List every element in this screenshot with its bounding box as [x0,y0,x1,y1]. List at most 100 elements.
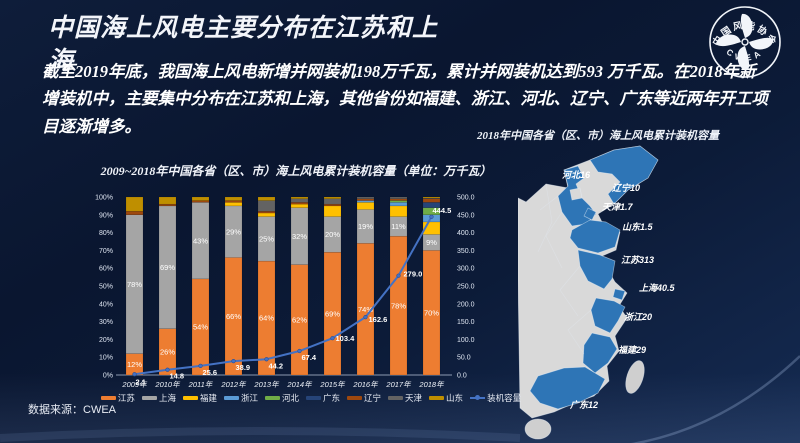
bar-segment-label: 54% [193,323,208,332]
line-value-label: 2.1 [136,377,146,386]
y-left-tick: 100% [95,195,113,202]
line-marker [396,273,401,278]
line-value-label: 444.5 [433,206,452,215]
x-axis-label: 2011年 [188,380,214,389]
y-right-tick: 50.0 [457,355,471,362]
line-value-label: 162.6 [369,315,388,324]
bar-segment [191,200,210,203]
map-title: 2018年中国各省（区、市）海上风电累计装机容量 [477,130,719,142]
logo-ring [709,6,781,78]
bar-segment [389,198,408,201]
bar-segment-label: 78% [391,301,406,310]
body-text: 截至2019年底，我国海上风电新增并网装机198万千瓦，累计并网装机达到593 … [42,62,768,136]
legend-label: 江苏 [117,393,135,403]
bar-segment [224,202,243,207]
legend-swatch [264,396,280,400]
y-left-tick: 90% [99,212,113,219]
data-source: 数据来源：CWEA [28,404,116,416]
bar-segment-label: 69% [160,263,175,272]
bar-segment [257,211,276,214]
bar-segment-label: 66% [226,312,241,321]
x-axis-label: 2018年 [418,380,445,389]
bar-segment [290,203,309,208]
y-right-tick: 300.0 [457,266,475,273]
line-value-label: 44.2 [269,361,284,370]
line-value-label: 38.9 [236,363,251,372]
line-marker [231,359,236,364]
capacity-line [134,216,433,376]
line-marker [198,363,203,368]
line-marker [165,367,170,372]
map-label-5: 上海40.5 [639,283,676,293]
bar-segment [290,196,309,199]
bar-segment [323,203,342,207]
bar-segment-label: 12% [127,360,142,369]
legend-swatch [306,396,321,400]
map-islands [524,360,645,440]
map-label-1: 辽宁10 [612,183,640,193]
line-marker [363,315,368,320]
bar-segment-label: 20% [325,230,340,239]
bar-segment [356,196,375,199]
y-right-tick: 400.0 [457,230,475,237]
line-marker [297,348,302,354]
legend-label: 装机容量 [487,393,522,403]
bar-segment [257,200,276,212]
bar-segment-label: 43% [193,236,208,245]
stacked-bar-chart: 0% 10% 20% 30% 40% 50% 60% 70% 80% 90% 100% 0.0 50.0… [95,195,475,390]
bar-segment [224,200,243,203]
map-beijing-patch [569,187,583,201]
x-axis-label: 2017年 [385,380,412,389]
line-marker [264,357,269,362]
legend-swatch [141,396,157,400]
legend-item: 江苏 [100,392,135,404]
x-axis-label: 2013年 [253,380,280,389]
line-value-label: 279.0 [404,270,423,279]
map-label-7: 福建29 [618,345,646,355]
bar-segment-label: 74% [358,305,373,314]
legend-line-swatch [470,395,486,401]
legend-swatch [347,396,363,400]
y-left-tick: 20% [99,337,113,344]
line-marker [429,214,434,219]
y-left-tick: 60% [99,266,113,273]
bar-segment [323,198,342,205]
bar-segment [356,198,375,201]
bar-segment [356,202,375,210]
y-right-tick: 450.0 [457,212,475,219]
bar-segment-label: 64% [259,314,274,323]
bar-segment [323,196,342,199]
bar-segment-label: 32% [292,232,307,241]
y-left-tick: 70% [99,248,113,255]
bar-segment [125,196,144,212]
map-label-2: 天津1.7 [602,202,634,212]
x-axis-label: 2012年 [220,380,247,389]
map-label-4: 江苏313 [621,255,654,265]
map-label-8: 广东12 [569,400,598,410]
line-value-label: 25.6 [203,368,218,377]
legend-item: 装机容量 [470,392,521,404]
legend-swatch [223,396,239,400]
bar-segment [290,202,309,205]
legend-swatch [100,396,116,400]
bar-segment [422,196,441,199]
legend-item: 浙江 [223,392,258,404]
bar-segment [389,205,408,217]
y-right-tick: 500.0 [457,195,475,202]
legend-item: 辽宁 [347,392,381,404]
legend-item: 河北 [264,392,299,404]
y-right-tick: 200.0 [457,301,475,308]
cwea-logo: 中国风能协会 CWEA [693,0,797,90]
map-label-3: 山东1.5 [622,222,654,232]
bar-segment [125,211,144,216]
bar-segment [224,196,243,201]
map-label-0: 河北16 [562,170,591,180]
bar-segment [290,198,309,203]
legend-label: 天津 [405,393,423,403]
y-left-tick: 40% [99,301,113,308]
x-axis-label: 2009年 [121,380,148,389]
bar-segment [257,212,276,217]
y-right-tick: 100.0 [457,337,475,344]
x-axis-label: 2010年 [154,380,181,389]
